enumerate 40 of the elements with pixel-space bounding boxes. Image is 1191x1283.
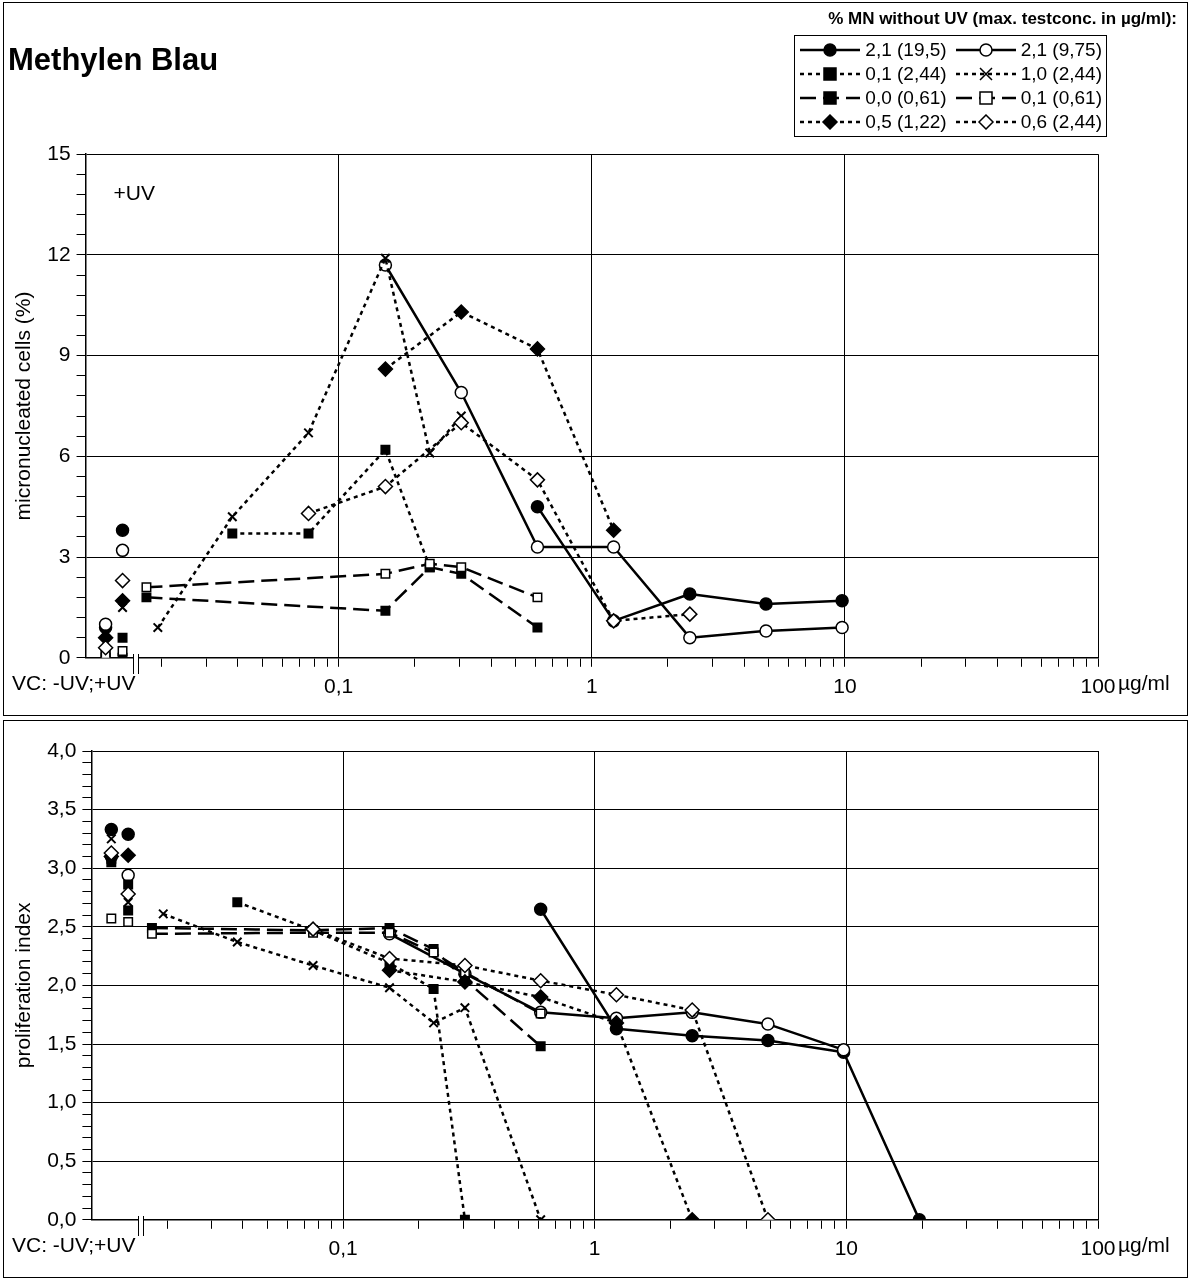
y-tick-label: 1,0 xyxy=(47,1089,77,1113)
y-tick-label: 3,5 xyxy=(47,796,77,820)
legend-label: 0,6 (2,44) xyxy=(1020,110,1102,134)
y-tick-label: 0,0 xyxy=(47,1206,77,1230)
legend-label: 2,1 (9,75) xyxy=(1020,38,1102,62)
legend-label: 0,1 (2,44) xyxy=(865,62,947,86)
x-tick-label: 10 xyxy=(834,1236,859,1260)
legend-label: 0,0 (0,61) xyxy=(865,86,947,110)
text: VC: -UV;+UV xyxy=(12,671,136,695)
x-tick-label: 0,1 xyxy=(328,1236,358,1260)
x-tick-label: 100 xyxy=(1080,674,1116,698)
y-tick-label: 9 xyxy=(58,342,71,366)
y-tick-label: 0 xyxy=(58,644,71,668)
y-tick-label: 1,5 xyxy=(47,1030,77,1054)
legend-label: 0,5 (1,22) xyxy=(865,110,947,134)
x-tick-label: 1 xyxy=(585,674,598,698)
y-tick-label: 0,5 xyxy=(47,1148,77,1171)
y-tick-label: 3 xyxy=(58,543,71,567)
y-tick-label: 12 xyxy=(47,241,71,265)
x-tick-label: 10 xyxy=(833,674,857,698)
y-tick-label: 6 xyxy=(58,443,71,467)
text: +UV xyxy=(113,181,155,205)
y-tick-label: 2,5 xyxy=(47,913,77,937)
text: VC: -UV;+UV xyxy=(12,1233,136,1257)
y-tick-label: 2,0 xyxy=(47,972,77,996)
y-tick-label: 3,0 xyxy=(47,855,77,878)
legend-label: 1,0 (2,44) xyxy=(1020,62,1102,86)
chart-title: Methylen Blau xyxy=(8,42,219,78)
y-axis-title: proliferation index xyxy=(11,902,35,1069)
x-axis-title: µg/ml xyxy=(1118,1233,1170,1257)
y-tick-label: 15 xyxy=(47,141,71,164)
x-tick-label: 1 xyxy=(588,1236,601,1260)
legend-label: 2,1 (19,5) xyxy=(865,38,947,62)
legend-title: % MN without UV (max. testconc. in µg/ml): xyxy=(827,9,1177,29)
y-axis-title: micronucleated cells (%) xyxy=(11,291,35,521)
x-axis-title: µg/ml xyxy=(1118,671,1170,695)
x-tick-label: 0,1 xyxy=(324,674,354,698)
x-tick-label: 100 xyxy=(1080,1236,1116,1260)
legend-label: 0,1 (0,61) xyxy=(1020,86,1102,110)
y-tick-label: 4,0 xyxy=(47,737,77,761)
